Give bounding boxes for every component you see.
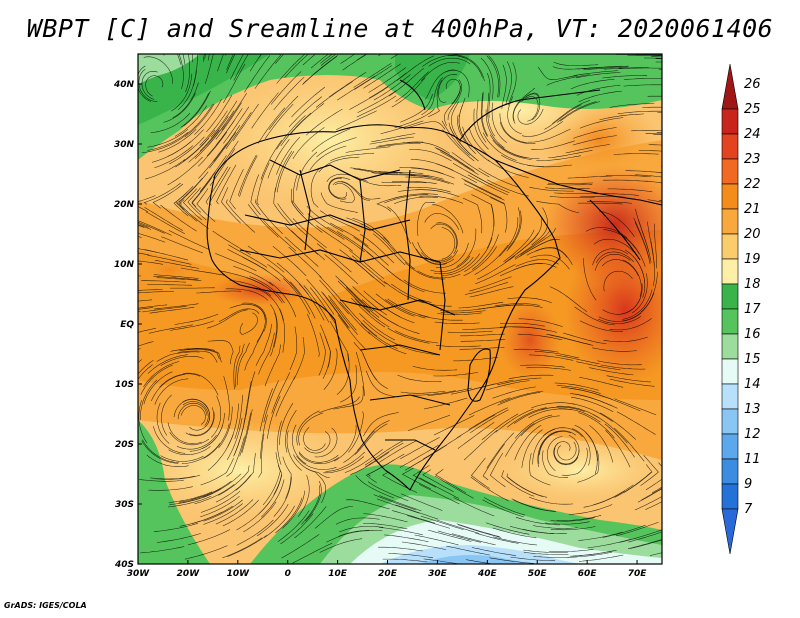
- colorbar-label: 12: [744, 427, 761, 442]
- colorbar-segment: [721, 183, 739, 210]
- colorbar: [721, 63, 739, 555]
- lon-label: 10E: [328, 569, 348, 579]
- colorbar-segment: [721, 408, 739, 435]
- colorbar-label: 13: [744, 402, 761, 417]
- colorbar-label: 7: [744, 502, 753, 517]
- lon-label: 60E: [578, 569, 598, 579]
- colorbar-segment: [721, 483, 739, 510]
- colorbar-segment: [721, 133, 739, 160]
- lon-label: 30E: [428, 569, 448, 579]
- colorbar-label: 15: [744, 352, 761, 367]
- lat-label: 40N: [113, 80, 135, 90]
- colorbar-segment: [721, 333, 739, 360]
- lat-label: EQ: [120, 320, 134, 330]
- colorbar-label: 18: [744, 277, 761, 292]
- colorbar-segment: [721, 158, 739, 185]
- colorbar-label: 11: [744, 452, 761, 467]
- streamlines: [138, 54, 662, 564]
- lat-label: 20S: [115, 440, 134, 450]
- lon-label: 20E: [378, 569, 398, 579]
- chart-title: WBPT [C] and Sreamline at 400hPa, VT: 20…: [26, 14, 774, 43]
- colorbar-segment: [721, 433, 739, 460]
- lon-label: 40E: [477, 569, 498, 579]
- map-frame: [137, 53, 663, 565]
- lon-label: 50E: [528, 569, 548, 579]
- colorbar-label: 24: [744, 127, 761, 142]
- colorbar-label: 22: [744, 177, 761, 192]
- lat-label: 40S: [114, 560, 134, 570]
- colorbar-segment: [721, 63, 739, 110]
- colorbar-segment: [721, 358, 739, 385]
- colorbar-label: 25: [744, 102, 761, 117]
- colorbar-segment: [721, 383, 739, 410]
- longitude-labels: 30W 20W 10W 0 10E 20E 30E 40E 50E 60E 70E: [127, 560, 647, 579]
- colorbar-labels: 26 25 24 23 22 21 20 19 18 17 16 15 14 13 12 11 9 7: [744, 77, 761, 517]
- colorbar-segment: [721, 233, 739, 260]
- colorbar-segment: [721, 258, 739, 285]
- colorbar-label: 26: [744, 77, 761, 92]
- colorbar-label: 17: [744, 302, 761, 317]
- wbpt-shading: [138, 54, 662, 564]
- coastlines: [206, 79, 662, 491]
- lon-label: 30W: [127, 569, 151, 579]
- latitude-labels: 40N 30N 20N 10N EQ 10S 20S 30S 40S: [113, 80, 142, 570]
- lat-label: 30N: [114, 140, 135, 150]
- grads-credit: GrADS: IGES/COLA: [4, 601, 87, 610]
- lon-label: 70E: [628, 569, 648, 579]
- map-figure: 40N 30N 20N 10N EQ 10S 20S 30S 40S 30W 20W 10W 0 10E…: [113, 53, 761, 579]
- lat-label: 10S: [115, 380, 134, 390]
- lat-label: 20N: [114, 200, 135, 210]
- colorbar-segment: [721, 208, 739, 235]
- lat-label: 30S: [115, 500, 134, 510]
- colorbar-label: 14: [744, 377, 761, 392]
- colorbar-segment: [721, 108, 739, 135]
- colorbar-label: 16: [744, 327, 761, 342]
- lon-label: 10W: [227, 569, 251, 579]
- lat-label: 10N: [114, 260, 135, 270]
- lon-label: 20W: [177, 569, 201, 579]
- lon-label: 0: [285, 569, 291, 579]
- colorbar-segment: [721, 283, 739, 310]
- colorbar-segment: [721, 508, 739, 555]
- colorbar-label: 19: [744, 252, 761, 267]
- colorbar-label: 23: [744, 152, 761, 167]
- colorbar-label: 20: [744, 227, 761, 242]
- colorbar-segment: [721, 308, 739, 335]
- colorbar-label: 21: [744, 202, 761, 217]
- colorbar-segment: [721, 458, 739, 485]
- colorbar-label: 9: [744, 477, 752, 492]
